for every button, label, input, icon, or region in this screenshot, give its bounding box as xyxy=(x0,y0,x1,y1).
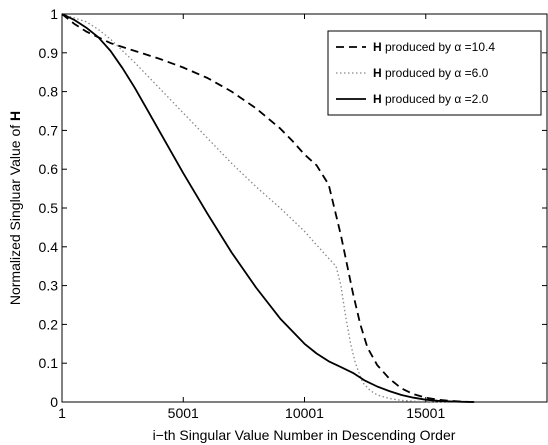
y-tick-label: 0.3 xyxy=(39,278,59,294)
y-tick-label: 0.6 xyxy=(39,161,59,177)
series-line-3 xyxy=(61,13,475,403)
series-line-1 xyxy=(61,13,475,403)
y-axis-label-text: Normalized Singluar Value of xyxy=(7,121,23,305)
y-tick-label: 0.8 xyxy=(39,84,59,100)
y-tick-label: 0.1 xyxy=(39,355,59,371)
legend-label-text: produced by α =2.0 xyxy=(382,92,489,106)
y-tick-label: 0.9 xyxy=(39,45,59,61)
y-tick-label: 0 xyxy=(50,394,58,410)
legend-label-bold: H xyxy=(373,40,382,54)
legend-label-text: produced by α =10.4 xyxy=(382,40,496,54)
series-layer xyxy=(61,13,475,403)
x-tick-label: 1 xyxy=(58,405,66,421)
legend-label-1: H produced by α =10.4 xyxy=(373,40,495,54)
y-tick-label: 0.2 xyxy=(39,316,59,332)
legend-label-text: produced by α =6.0 xyxy=(382,66,489,80)
ticks-layer: 1 5001 10001 1500100.10.20.30.40.50.60.70.8… xyxy=(39,6,547,421)
x-tick-label: 5001 xyxy=(168,405,199,421)
x-axis-label: i−th Singular Value Number in Descending… xyxy=(153,427,456,443)
y-tick-label: 1 xyxy=(50,6,58,22)
legend-label-2: H produced by α =6.0 xyxy=(373,66,489,80)
y-axis-label: Normalized Singluar Value of H xyxy=(7,111,23,305)
legend: H produced by α =10.4H produced by α =6.… xyxy=(327,30,542,116)
y-tick-label: 0.4 xyxy=(39,239,59,255)
x-tick-label: 10001 xyxy=(285,405,324,421)
legend-label-bold: H xyxy=(373,66,382,80)
y-tick-label: 0.7 xyxy=(39,122,59,138)
y-axis-label-bold: H xyxy=(7,111,23,121)
y-tick-label: 0.5 xyxy=(39,200,59,216)
legend-label-3: H produced by α =2.0 xyxy=(373,92,489,106)
legend-box xyxy=(327,30,542,116)
x-tick-label: 15001 xyxy=(406,405,445,421)
legend-label-bold: H xyxy=(373,92,382,106)
series-line-2 xyxy=(61,13,451,403)
